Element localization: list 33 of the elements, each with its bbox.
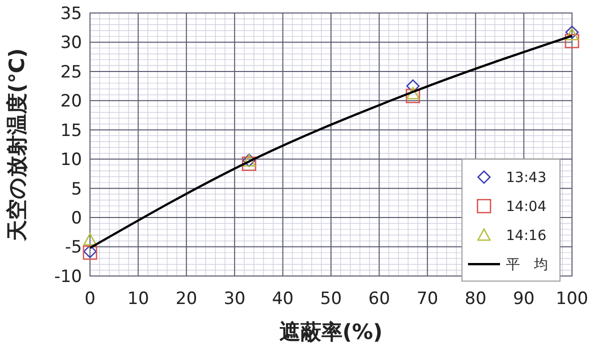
x-tick-label: 100 <box>556 289 588 309</box>
y-tick-label: 5 <box>71 179 82 200</box>
y-tick-label: -10 <box>54 266 82 287</box>
x-tick-label: 90 <box>512 289 535 309</box>
y-tick-label: 20 <box>60 92 82 112</box>
legend-label: 平 均 <box>506 257 548 274</box>
point <box>242 156 256 171</box>
y-tick-label: 35 <box>60 4 82 24</box>
x-tick-label: 10 <box>127 289 150 309</box>
y-tick-label: 25 <box>60 62 82 82</box>
point <box>564 34 580 48</box>
x-tick-label: 60 <box>368 289 390 309</box>
legend-label: 14:04 <box>506 199 546 216</box>
y-tick-label: 0 <box>71 208 82 229</box>
y-axis-title: 天空の放射温度(℃) <box>5 48 29 242</box>
x-tick-label: 50 <box>320 289 342 309</box>
x-tick-label: 70 <box>416 289 438 309</box>
point <box>83 233 97 246</box>
y-tick-label: 15 <box>60 120 82 141</box>
x-tick-label: 80 <box>464 289 486 309</box>
legend-label: 13:43 <box>506 170 546 186</box>
point <box>406 88 420 104</box>
y-tick-label: -5 <box>65 238 82 258</box>
x-tick-label: 30 <box>224 289 246 309</box>
x-tick-label: 40 <box>272 289 294 309</box>
legend-label: 14:16 <box>506 228 546 244</box>
point <box>406 87 420 100</box>
y-tick-label: 30 <box>60 33 82 54</box>
x-tick-label: 20 <box>176 289 198 309</box>
y-tick-label: 10 <box>60 150 82 170</box>
x-tick-label: 0 <box>84 289 96 309</box>
point <box>406 79 420 93</box>
x-axis-title: 遮蔽率(%) <box>279 320 383 344</box>
